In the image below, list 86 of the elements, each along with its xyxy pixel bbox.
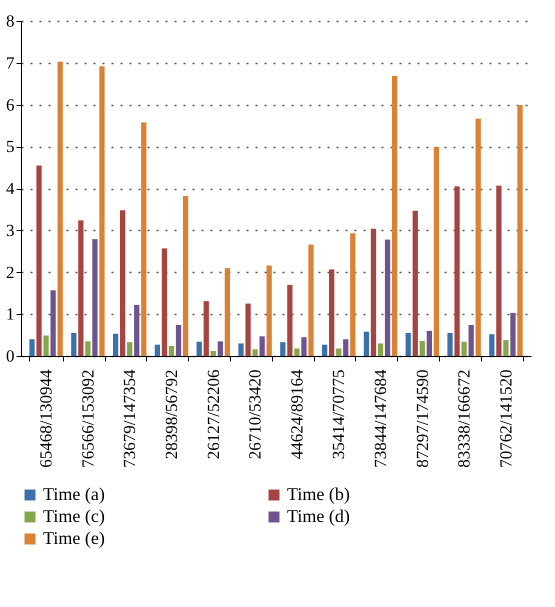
- bar: [29, 339, 35, 356]
- bar: [78, 220, 84, 356]
- bar: [112, 334, 118, 356]
- bar: [343, 339, 348, 356]
- bar: [162, 248, 168, 356]
- bar: [322, 344, 328, 356]
- bar: [461, 342, 467, 356]
- bar: [412, 210, 418, 356]
- bar: [510, 312, 516, 356]
- x-tick-label: 73679/147354: [120, 369, 140, 468]
- bar: [308, 244, 314, 356]
- bar: [224, 268, 230, 356]
- bar: [154, 344, 160, 356]
- bar: [384, 240, 390, 356]
- bar: [218, 341, 223, 356]
- y-tick-label: 8: [6, 12, 14, 30]
- legend-label: Time (d): [287, 506, 350, 526]
- bar: [141, 122, 146, 356]
- legend-label: Time (a): [43, 484, 105, 504]
- legend-label: Time (b): [287, 484, 350, 504]
- y-tick-label: 3: [6, 220, 14, 240]
- bar: [301, 337, 307, 356]
- bar: [336, 348, 342, 356]
- bar: [489, 334, 494, 356]
- y-tick-label: 5: [6, 137, 14, 156]
- bar: [43, 335, 49, 356]
- x-tick-label: 44624/89164: [287, 369, 306, 460]
- y-tick-label: 1: [6, 304, 14, 324]
- bar: [92, 239, 98, 356]
- bar: [280, 342, 286, 356]
- bar: [238, 343, 244, 356]
- bar: [99, 66, 105, 356]
- bar: [266, 266, 272, 356]
- bar: [71, 332, 76, 356]
- bar: [468, 325, 474, 356]
- bar: [176, 325, 182, 356]
- x-tick-label: 26127/52206: [204, 370, 223, 460]
- bar: [378, 343, 384, 356]
- bar: [85, 341, 91, 356]
- bar: [134, 304, 140, 356]
- y-tick-label: 0: [6, 346, 14, 366]
- x-tick-label: 76566/153092: [78, 370, 98, 468]
- bar: [447, 332, 453, 356]
- bar: [287, 284, 292, 356]
- x-tick-label: 87297/174590: [412, 370, 432, 468]
- y-tick-label: 6: [6, 95, 14, 114]
- bar: [454, 186, 460, 356]
- x-tick-label: 35414/70775: [329, 370, 348, 460]
- bar: [204, 301, 209, 356]
- bar: [350, 233, 356, 356]
- legend-label: Time (e): [43, 528, 105, 548]
- x-tick-label: 65468/130944: [36, 369, 56, 468]
- legend-label: Time (c): [43, 506, 105, 526]
- bar: [370, 228, 376, 356]
- bar: [496, 186, 502, 356]
- bar: [476, 118, 481, 356]
- bar: [364, 332, 370, 356]
- bar: [434, 147, 440, 356]
- bar: [406, 332, 411, 356]
- bar: [120, 210, 126, 356]
- x-tick-label: 73844/147684: [371, 369, 390, 468]
- x-tick-label: 28398/56792: [162, 370, 181, 460]
- y-tick-label: 7: [6, 53, 15, 72]
- x-tick-label: 70762/141520: [496, 370, 516, 468]
- bar: [294, 348, 300, 356]
- x-tick-label: 83338/166672: [454, 370, 474, 468]
- bar: [426, 330, 432, 356]
- bar: [127, 342, 132, 356]
- bar: [58, 62, 63, 356]
- y-tick-label: 4: [6, 179, 15, 198]
- bar: [252, 349, 258, 356]
- bar: [329, 269, 334, 356]
- bar: [168, 346, 174, 356]
- bar: [36, 165, 42, 356]
- bar: [420, 340, 425, 356]
- bar: [50, 290, 56, 356]
- bar: [245, 304, 251, 356]
- bar: [392, 76, 398, 356]
- bar: [517, 105, 523, 356]
- bar: [210, 350, 216, 356]
- bar: [182, 196, 188, 356]
- x-tick-label: 26710/53420: [246, 370, 265, 460]
- bar: [503, 340, 509, 356]
- bar: [196, 342, 202, 356]
- y-tick-label: 2: [6, 262, 14, 282]
- bar: [260, 336, 265, 356]
